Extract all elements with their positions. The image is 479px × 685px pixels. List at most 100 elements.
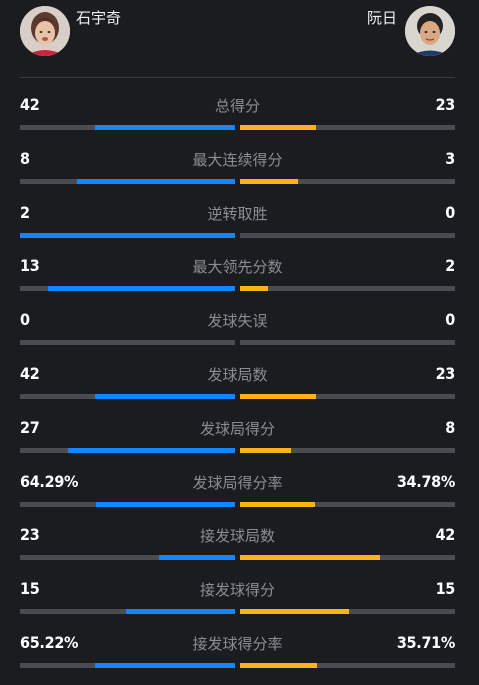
stat-left-track xyxy=(20,447,235,453)
stat-right-track xyxy=(240,555,455,561)
stat-right-track xyxy=(240,609,455,615)
stat-left-value: 2 xyxy=(20,202,30,222)
stat-right-track xyxy=(240,125,455,130)
stat-row: 8 最大连续得分 3 xyxy=(20,147,455,201)
stat-left-bar xyxy=(68,447,235,453)
stat-right-bar xyxy=(240,125,317,130)
stat-left-track xyxy=(20,125,235,130)
stat-row: 0 发球失误 0 xyxy=(20,308,455,362)
stat-label: 发球局得分率 xyxy=(192,473,283,492)
header-divider xyxy=(20,77,455,78)
stat-right-value: 8 xyxy=(445,417,455,437)
stats-list: 42 总得分 23 8 最大连续得分 3 2 逆转取胜 0 xyxy=(20,93,455,685)
stat-left-track xyxy=(20,178,235,184)
stat-right-track xyxy=(240,501,455,507)
player-right-avatar[interactable] xyxy=(405,6,455,56)
stat-bars xyxy=(20,501,455,507)
stat-row: 2 逆转取胜 0 xyxy=(20,201,455,255)
stat-left-track xyxy=(20,286,235,292)
player-left-name: 石宇奇 xyxy=(76,9,122,27)
stat-right-track xyxy=(240,232,455,238)
stat-left-bar xyxy=(95,393,235,399)
stat-right-track xyxy=(240,286,455,292)
match-header: 石宇奇 阮日 xyxy=(20,6,455,58)
stat-row: 15 接发球得分 15 xyxy=(20,577,455,631)
stat-bars xyxy=(20,178,455,184)
stat-left-bar xyxy=(76,178,235,184)
stat-right-value: 34.78% xyxy=(396,471,455,491)
stat-left-track xyxy=(20,609,235,615)
player-left-avatar[interactable] xyxy=(20,6,70,56)
stat-left-bar xyxy=(20,232,235,238)
stat-right-bar xyxy=(240,393,317,399)
stat-label: 接发球得分率 xyxy=(192,634,283,653)
stat-row: 13 最大领先分数 2 xyxy=(20,254,455,308)
stat-row: 65.22% 接发球得分率 35.71% xyxy=(20,631,455,685)
stat-right-value: 42 xyxy=(435,525,456,545)
stat-left-value: 42 xyxy=(20,363,40,383)
stat-bars xyxy=(20,340,455,346)
stat-right-value: 3 xyxy=(445,148,455,168)
stat-right-track xyxy=(240,178,455,184)
stat-right-track xyxy=(240,340,455,346)
stat-row: 42 发球局数 23 xyxy=(20,362,455,416)
stat-label: 接发球局数 xyxy=(199,527,275,546)
player-left[interactable]: 石宇奇 xyxy=(20,6,121,56)
stat-label: 逆转取胜 xyxy=(207,204,268,223)
stat-right-bar xyxy=(240,609,349,615)
stat-left-bar xyxy=(95,125,235,130)
stat-left-value: 0 xyxy=(20,310,30,330)
stat-label: 最大领先分数 xyxy=(192,258,283,277)
stat-right-bar xyxy=(240,501,316,507)
stat-left-track xyxy=(20,232,235,238)
stat-left-bar xyxy=(96,501,235,507)
stat-right-bar xyxy=(240,447,291,453)
player-right[interactable]: 阮日 xyxy=(367,6,455,56)
stat-left-bar xyxy=(158,555,235,561)
stat-right-value: 35.71% xyxy=(396,632,455,652)
stat-right-bar xyxy=(240,662,318,668)
stat-left-track xyxy=(20,501,235,507)
stat-right-bar xyxy=(240,555,380,561)
stat-left-bar xyxy=(95,662,235,668)
stat-left-value: 23 xyxy=(20,525,40,545)
stat-left-value: 27 xyxy=(20,417,40,437)
stat-row: 23 接发球局数 42 xyxy=(20,523,455,577)
stat-left-track xyxy=(20,555,235,561)
stat-row: 64.29% 发球局得分率 34.78% xyxy=(20,470,455,524)
stat-bars xyxy=(20,662,455,668)
stat-bars xyxy=(20,125,455,130)
stat-left-value: 42 xyxy=(20,95,40,114)
stat-bars xyxy=(20,286,455,292)
stat-right-value: 23 xyxy=(435,95,456,114)
stat-left-value: 8 xyxy=(20,148,30,168)
stat-row: 27 发球局得分 8 xyxy=(20,416,455,470)
stat-bars xyxy=(20,232,455,238)
stat-right-value: 23 xyxy=(435,363,456,383)
stat-left-track xyxy=(20,340,235,346)
stat-label: 发球局数 xyxy=(207,365,268,384)
stat-left-track xyxy=(20,662,235,668)
player-right-name: 阮日 xyxy=(366,9,397,27)
stat-label: 发球局得分 xyxy=(199,419,275,438)
stat-row: 42 总得分 23 xyxy=(20,93,455,147)
stat-right-track xyxy=(240,393,455,399)
stat-left-track xyxy=(20,393,235,399)
stat-right-bar xyxy=(240,178,299,184)
stat-left-value: 64.29% xyxy=(20,471,79,491)
stat-left-value: 65.22% xyxy=(20,632,79,652)
stat-left-value: 13 xyxy=(20,256,40,276)
stat-right-track xyxy=(240,662,455,668)
stat-left-bar xyxy=(47,286,235,292)
stat-label: 总得分 xyxy=(214,97,260,115)
stat-right-track xyxy=(240,447,455,453)
stat-bars xyxy=(20,447,455,453)
stat-right-value: 0 xyxy=(445,310,455,330)
stat-bars xyxy=(20,609,455,615)
stat-left-bar xyxy=(126,609,235,615)
stat-label: 接发球得分 xyxy=(199,581,275,600)
stat-right-bar xyxy=(240,286,268,292)
stat-left-value: 15 xyxy=(20,579,40,599)
stat-right-value: 15 xyxy=(435,579,456,599)
stat-right-value: 0 xyxy=(445,202,455,222)
